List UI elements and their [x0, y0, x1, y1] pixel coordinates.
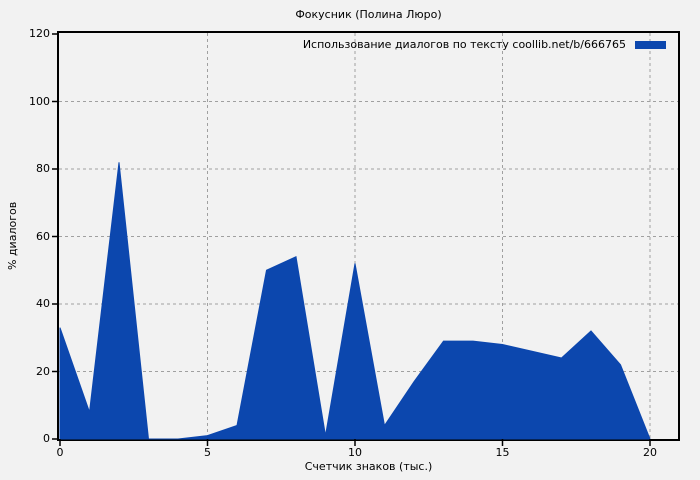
chart-title: Фокусник (Полина Люро)	[295, 8, 442, 21]
legend: Использование диалогов по тексту coollib…	[303, 38, 666, 51]
y-tick-label: 0	[43, 432, 50, 445]
x-tick-label: 5	[204, 446, 211, 459]
area-chart-svg	[52, 33, 678, 446]
y-tick-label: 100	[29, 94, 50, 108]
y-tick-label: 80	[36, 162, 50, 175]
y-tick-label: 60	[36, 229, 50, 243]
y-tick-label: 20	[36, 364, 50, 378]
x-tick-label: 20	[643, 446, 657, 459]
x-tick-label: 10	[348, 446, 362, 459]
x-tick-label: 15	[495, 446, 510, 459]
legend-swatch	[635, 40, 666, 49]
legend-label: Использование диалогов по тексту coollib…	[302, 38, 626, 51]
y-tick-label: 40	[36, 297, 50, 310]
area-series	[59, 162, 651, 440]
y-tick-label: 120	[29, 27, 50, 40]
plot-area: Использование диалогов по тексту coollib…	[52, 31, 680, 446]
x-tick-label: 0	[56, 446, 64, 459]
x-axis-label: Счетчик знаков (тыс.)	[304, 460, 433, 473]
